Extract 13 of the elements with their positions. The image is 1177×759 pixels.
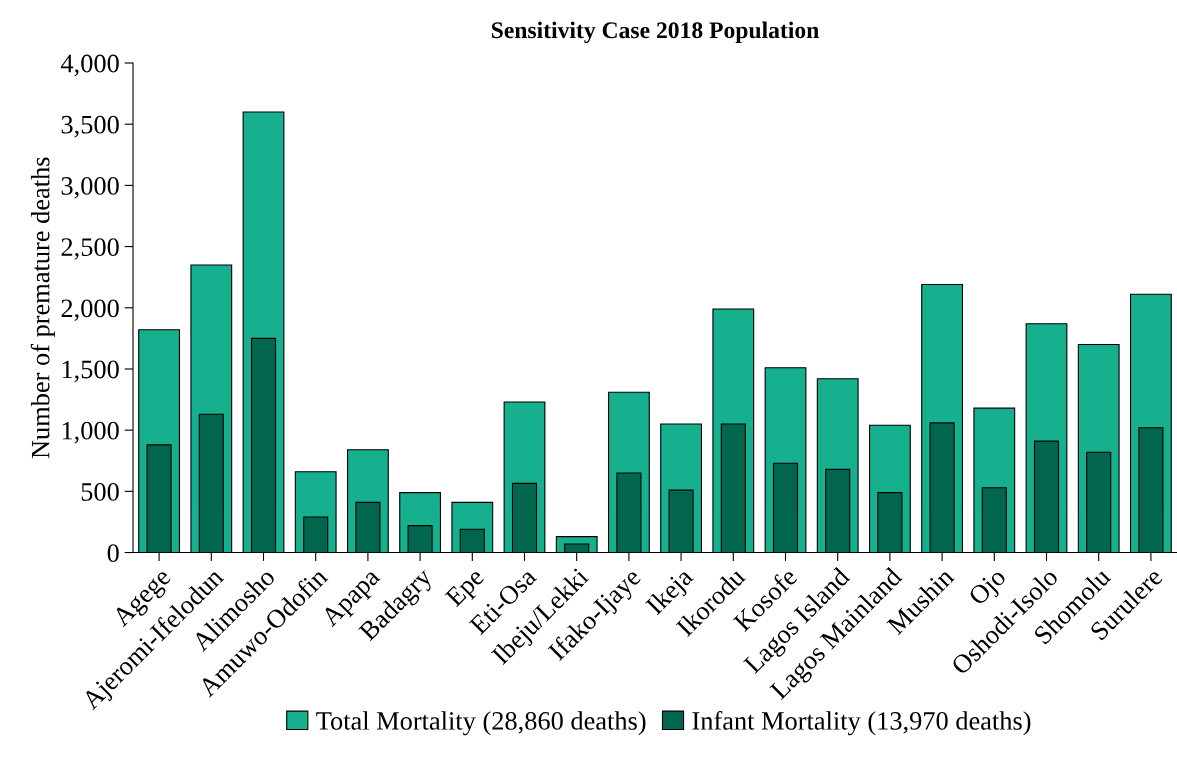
y-tick-label: 2,500 (61, 238, 119, 260)
y-tick-label: 500 (81, 482, 119, 501)
y-tick-label: 1,000 (62, 421, 119, 444)
chart-title: Sensitivity Case 2018 Population (491, 21, 819, 44)
y-tick-label: 4,000 (60, 54, 119, 77)
legend-label: Infant Mortality (13,970 deaths) (692, 710, 1031, 736)
y-axis-title: Number of premature deaths (30, 157, 55, 459)
y-tick-label: 3,500 (61, 115, 119, 138)
y-tick-label: 1,500 (62, 360, 119, 383)
legend-label: Total Mortality (28,860 deaths) (316, 711, 646, 736)
y-tick-label: 0 (107, 544, 119, 562)
y-tick-label: 2,000 (61, 299, 119, 321)
y-tick-label: 3,000 (61, 176, 119, 199)
